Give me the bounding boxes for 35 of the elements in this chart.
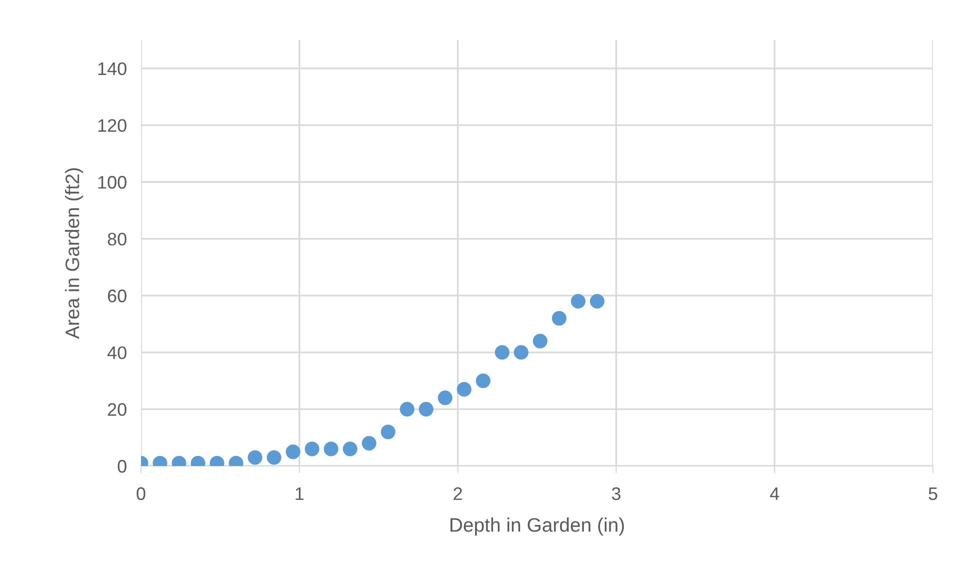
point (342, 442, 358, 456)
y-tick-label: 20 (108, 403, 126, 416)
x-axis-title: Depth in Garden (in) (450, 518, 624, 536)
point (552, 311, 566, 326)
x-tick-label: 2 (454, 487, 462, 500)
y-tick-label: 140 (98, 62, 126, 76)
x-tick-label: 1 (296, 487, 304, 500)
x-tick-label: 0 (136, 487, 146, 500)
y-tick-label: 60 (108, 290, 126, 302)
point (456, 382, 472, 397)
y-tick-label: 80 (108, 232, 126, 246)
y-tick-label: 40 (107, 346, 126, 360)
point (476, 374, 490, 388)
point (248, 450, 262, 465)
y-tick-label: 0 (118, 460, 126, 473)
point (304, 442, 320, 456)
point (494, 345, 510, 360)
x-tick-label: 4 (770, 487, 780, 500)
y-axis-title: Area in Garden (ft2) (64, 168, 84, 339)
point (418, 402, 434, 416)
y-tick-label: 120 (98, 119, 126, 132)
point (438, 390, 452, 406)
point (286, 444, 300, 460)
point (324, 442, 338, 456)
point (532, 334, 548, 348)
point (570, 294, 586, 309)
point (362, 436, 376, 451)
y-tick-label: 100 (98, 176, 126, 189)
point (266, 450, 282, 465)
x-tick-label: 3 (612, 487, 620, 500)
point (514, 345, 528, 360)
x-tick-label: 5 (928, 487, 938, 500)
point (400, 402, 414, 416)
point (590, 294, 604, 309)
point (380, 424, 396, 440)
